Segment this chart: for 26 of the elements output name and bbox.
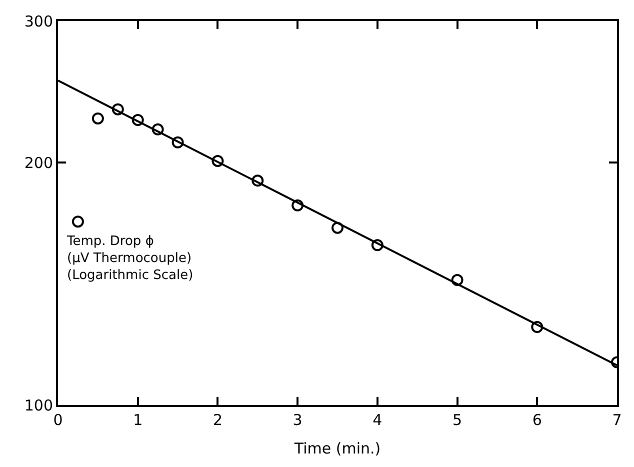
- x-tick-label: 5: [452, 411, 462, 429]
- x-tick-label: 3: [292, 411, 302, 429]
- point: [371, 239, 384, 252]
- point: [332, 222, 344, 234]
- x-tick-label: 0: [53, 411, 63, 429]
- x-tick-label: 7: [612, 411, 622, 429]
- point: [451, 274, 464, 286]
- y-tick-label: 300: [24, 12, 53, 30]
- x-tick-label: 2: [212, 411, 222, 429]
- point: [531, 321, 544, 333]
- x-axis-title: Time (min.): [293, 440, 381, 458]
- point: [72, 216, 84, 228]
- y-tick-label: 100: [24, 396, 53, 414]
- point: [252, 174, 264, 187]
- point: [292, 199, 304, 212]
- point: [172, 136, 184, 148]
- point: [152, 123, 164, 136]
- point: [92, 112, 104, 124]
- point: [112, 103, 124, 116]
- point: [212, 154, 224, 167]
- x-tick-label: 1: [133, 411, 143, 429]
- y-tick-label: 200: [24, 154, 53, 172]
- point: [132, 114, 144, 126]
- x-tick-label: 6: [532, 411, 542, 429]
- annotation: Temp. Drop ϕ (μV Thermocouple) (Logarithmic Scale): [66, 234, 194, 283]
- x-tick-label: 4: [372, 411, 382, 429]
